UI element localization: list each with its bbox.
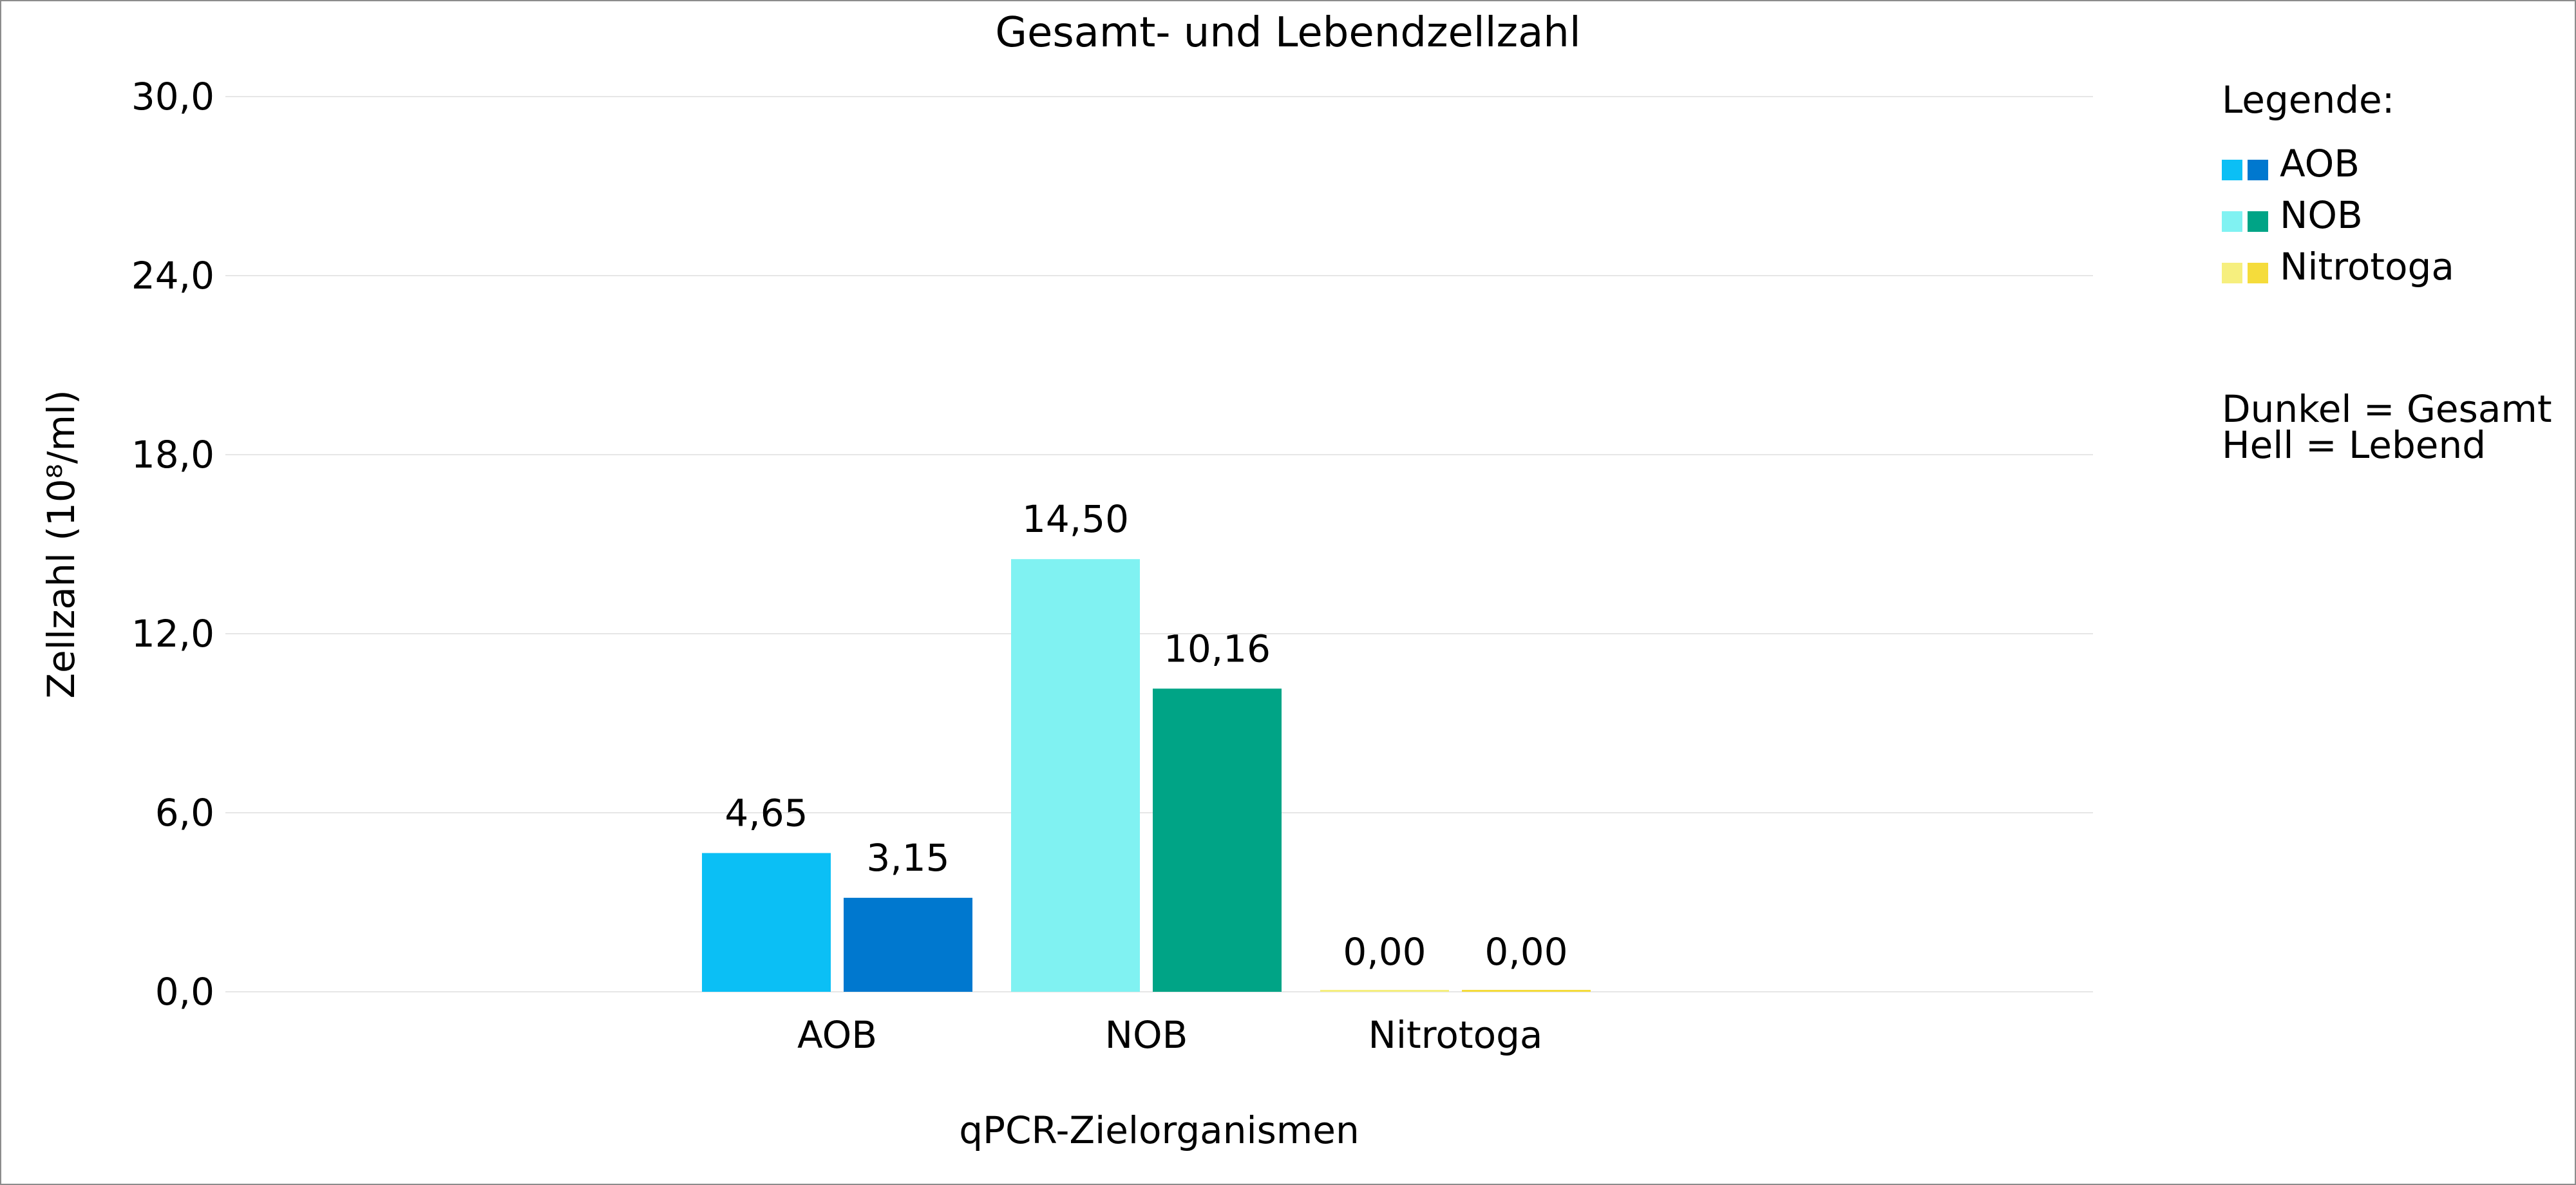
y-tick-label: 30,0 <box>131 75 214 118</box>
data-label: 3,15 <box>866 836 949 880</box>
legend-swatch-dark <box>2248 160 2268 180</box>
legend-entries: AOB NOB Nitrotoga <box>2222 142 2454 289</box>
legend-swatch-light <box>2222 211 2242 232</box>
y-tick-label: 12,0 <box>131 612 214 656</box>
legend-entry-label: AOB <box>2280 142 2360 185</box>
gridlines <box>225 96 2093 992</box>
data-label: 4,65 <box>724 792 808 835</box>
y-tick-label: 24,0 <box>131 254 214 298</box>
legend-note-dark: Dunkel = Gesamt <box>2222 387 2552 431</box>
legend-swatch-dark <box>2248 263 2268 283</box>
y-tick-label: 18,0 <box>131 433 214 477</box>
x-axis-label: qPCR-Zielorganismen <box>959 1108 1359 1152</box>
legend-title: Legende: <box>2222 78 2394 122</box>
bars <box>702 559 1591 992</box>
chart-title: Gesamt- und Lebendzellzahl <box>995 9 1580 57</box>
data-label: 14,50 <box>1022 497 1129 541</box>
x-axis-ticks: AOB NOB Nitrotoga <box>797 1013 1543 1057</box>
y-axis-ticks: 0,0 6,0 12,0 18,0 24,0 30,0 <box>131 75 214 1014</box>
y-tick-label: 0,0 <box>155 970 214 1014</box>
bar-nob-gesamt <box>1153 688 1282 992</box>
y-axis-label: Zellzahl (10⁸/ml) <box>39 390 83 698</box>
bar-aob-lebend <box>702 853 831 992</box>
legend: Legende: AOB NOB Nitrotoga Dunkel = Gesamt… <box>2222 78 2552 467</box>
y-tick-label: 6,0 <box>155 791 214 835</box>
bar-aob-gesamt <box>844 898 972 992</box>
x-tick-label: NOB <box>1105 1013 1188 1057</box>
data-label: 0,00 <box>1484 930 1567 974</box>
legend-entry-label: NOB <box>2280 193 2363 237</box>
legend-entry-label: Nitrotoga <box>2280 245 2454 289</box>
legend-swatch-light <box>2222 160 2242 180</box>
bar-nitrotoga-gesamt <box>1462 990 1591 992</box>
data-label: 0,00 <box>1343 930 1426 974</box>
bar-nitrotoga-lebend <box>1320 990 1449 992</box>
x-tick-label: Nitrotoga <box>1368 1013 1543 1057</box>
legend-note-light: Hell = Lebend <box>2222 423 2486 467</box>
bar-nob-lebend <box>1011 559 1140 992</box>
x-tick-label: AOB <box>797 1013 877 1057</box>
legend-swatch-light <box>2222 263 2242 283</box>
data-label: 10,16 <box>1164 627 1271 670</box>
data-labels: 4,65 3,15 14,50 10,16 0,00 0,00 <box>724 497 1567 974</box>
legend-swatch-dark <box>2248 211 2268 232</box>
